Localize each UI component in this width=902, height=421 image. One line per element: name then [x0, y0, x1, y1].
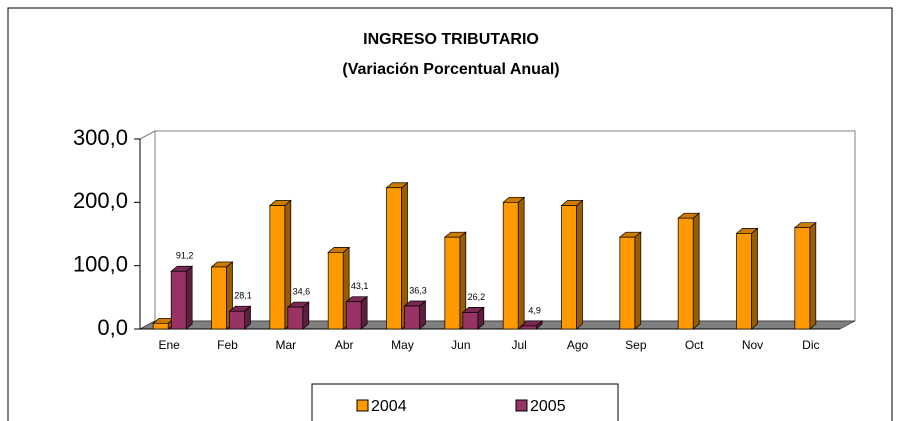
- bar-face: [561, 205, 577, 330]
- data-label: 4,9: [528, 305, 541, 315]
- bar: [385, 182, 409, 330]
- bar-face: [211, 266, 227, 330]
- bar: [403, 300, 427, 330]
- bar-face: [462, 312, 479, 330]
- bar: [618, 231, 642, 330]
- bar-face: [404, 305, 420, 330]
- data-label: 26,2: [468, 292, 486, 302]
- legend-swatch: [356, 399, 369, 412]
- x-tick-label: Nov: [742, 338, 763, 352]
- bar: [345, 295, 369, 330]
- side-wall: [139, 130, 156, 330]
- bar-face: [576, 199, 583, 330]
- bar: [520, 320, 544, 330]
- chart-title: INGRESO TRIBUTARIO: [363, 31, 539, 48]
- x-tick-label: Oct: [685, 338, 704, 352]
- data-label: 34,6: [293, 286, 311, 296]
- bar-face: [269, 205, 286, 330]
- bar: [560, 199, 584, 330]
- x-tick-label: Sep: [625, 338, 647, 352]
- data-label: 91,2: [176, 251, 194, 261]
- bar: [170, 265, 194, 330]
- x-tick-label: Jun: [451, 338, 470, 352]
- bar-face: [185, 265, 193, 330]
- bar-face: [692, 212, 700, 330]
- bar: [210, 261, 234, 330]
- bar-face: [345, 301, 362, 330]
- y-tick-label: 200,0: [73, 188, 128, 213]
- bar: [461, 306, 485, 330]
- legend-label: 2004: [371, 398, 407, 415]
- bar-face: [170, 270, 187, 330]
- x-tick-label: Ene: [158, 338, 180, 352]
- bar-face: [517, 196, 525, 330]
- bar: [793, 221, 817, 330]
- bar: [502, 196, 526, 330]
- x-tick-label: Abr: [335, 338, 354, 352]
- bar-face: [736, 233, 752, 330]
- bar-face: [677, 217, 694, 330]
- legend-label: 2005: [530, 398, 566, 415]
- bar-face: [502, 201, 519, 330]
- bar-face: [152, 322, 169, 330]
- x-tick-label: Dic: [802, 338, 819, 352]
- x-tick-label: Ago: [567, 338, 589, 352]
- bar: [286, 301, 310, 330]
- data-label: 43,1: [351, 281, 369, 291]
- bar-face: [287, 306, 304, 330]
- bar-face: [444, 236, 461, 330]
- bar-face: [386, 187, 402, 330]
- bar: [228, 305, 252, 330]
- bar-face: [520, 325, 537, 330]
- bar-face: [809, 221, 817, 330]
- bar-face: [327, 252, 344, 330]
- bar-face: [751, 227, 758, 330]
- bar: [327, 246, 351, 330]
- bar-face: [634, 231, 642, 330]
- y-tick-label: 0,0: [97, 315, 128, 340]
- bar-face: [229, 310, 245, 330]
- bar-face: [619, 236, 636, 330]
- y-tick-label: 100,0: [73, 251, 128, 276]
- x-tick-label: May: [391, 338, 414, 352]
- y-tick-label: 300,0: [73, 125, 128, 150]
- legend-swatch: [515, 399, 528, 412]
- bar: [735, 227, 759, 330]
- x-tick-label: Feb: [217, 338, 238, 352]
- chart-subtitle: (Variación Porcentual Anual): [342, 61, 559, 78]
- x-tick-label: Mar: [275, 338, 296, 352]
- data-label: 28,1: [234, 291, 252, 301]
- bar-face: [794, 227, 811, 330]
- x-tick-label: Jul: [511, 338, 526, 352]
- bar-face: [360, 295, 368, 330]
- bar: [677, 212, 701, 330]
- data-label: 36,3: [409, 285, 427, 295]
